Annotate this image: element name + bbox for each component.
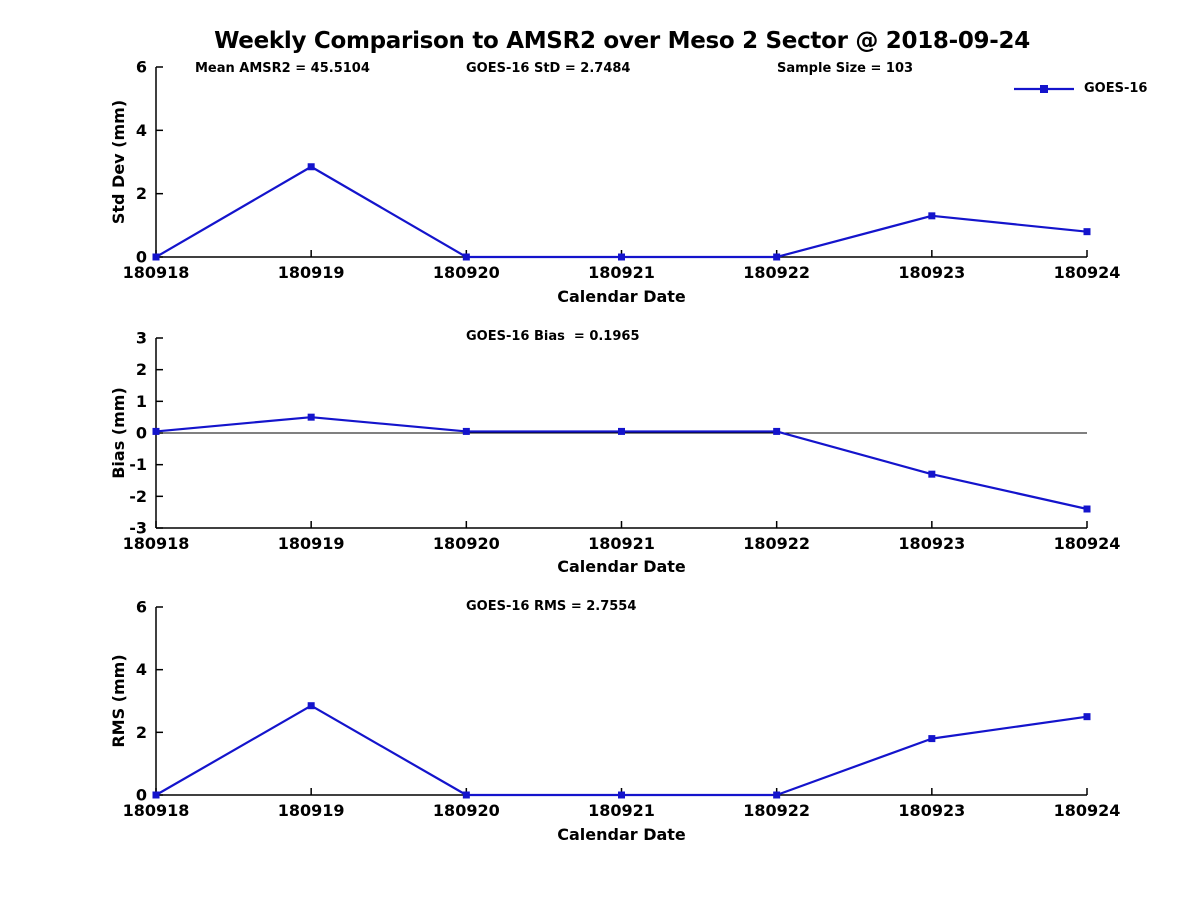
chart-title: Weekly Comparison to AMSR2 over Meso 2 S… <box>214 28 1030 54</box>
x-tick-label: 180918 <box>123 534 190 553</box>
data-point-marker <box>928 212 936 220</box>
y-tick-label: -3 <box>129 519 147 538</box>
data-point-marker <box>618 791 625 799</box>
data-line <box>155 704 1088 797</box>
x-tick-label: 180922 <box>743 263 810 282</box>
data-point-marker <box>1083 505 1091 513</box>
annotation-mean-amsr2: Mean AMSR2 = 45.5104 <box>195 61 370 76</box>
x-axis-label-stddev: Calendar Date <box>557 287 686 306</box>
x-tick-label: 180921 <box>588 534 655 553</box>
x-tick-label: 180919 <box>278 263 345 282</box>
y-tick-label: 2 <box>136 184 147 203</box>
x-tick-label: 180922 <box>743 801 810 820</box>
x-tick-label: 180921 <box>588 801 655 820</box>
y-tick-label: 0 <box>136 424 147 443</box>
y-tick-label: 2 <box>136 723 147 742</box>
data-point-marker <box>773 253 781 261</box>
annotation-goes16-bias: GOES-16 Bias = 0.1965 <box>466 329 640 344</box>
x-tick-label: 180920 <box>433 801 500 820</box>
x-tick-label: 180918 <box>123 801 190 820</box>
x-tick-label: 180918 <box>123 263 190 282</box>
data-point-marker <box>152 427 160 435</box>
data-point-marker <box>773 427 781 435</box>
x-tick-label: 180923 <box>898 263 965 282</box>
data-point-marker <box>462 791 470 799</box>
x-tick-label: 180922 <box>743 534 810 553</box>
x-tick-label: 180919 <box>278 534 345 553</box>
data-point-marker <box>462 253 470 261</box>
data-line <box>155 165 1088 259</box>
annotation-goes16-std: GOES-16 StD = 2.7484 <box>466 61 631 76</box>
data-point-marker <box>307 702 315 710</box>
x-axis-label-bias: Calendar Date <box>557 557 686 576</box>
y-tick-label: 0 <box>136 786 147 805</box>
data-point-marker <box>307 163 315 171</box>
legend-label: GOES-16 <box>1084 81 1148 96</box>
x-tick-label: 180924 <box>1054 534 1121 553</box>
x-tick-label: 180924 <box>1054 263 1121 282</box>
x-tick-label: 180923 <box>898 534 965 553</box>
data-point-marker <box>618 427 625 435</box>
data-point-marker <box>152 253 160 261</box>
y-tick-label: -2 <box>129 487 147 506</box>
x-tick-label: 180923 <box>898 801 965 820</box>
y-tick-label: 2 <box>136 360 147 379</box>
annotation-sample-size: Sample Size = 103 <box>777 61 914 76</box>
y-tick-label: 6 <box>136 58 147 77</box>
x-tick-label: 180919 <box>278 801 345 820</box>
legend: GOES-16 <box>1012 81 1147 96</box>
data-point-marker <box>152 791 160 799</box>
legend-line-icon <box>1014 84 1074 93</box>
y-tick-label: 4 <box>136 121 147 140</box>
data-point-marker <box>618 253 625 261</box>
y-tick-label: -1 <box>129 455 147 474</box>
data-point-marker <box>928 470 936 478</box>
y-axis-label-rms: RMS (mm) <box>109 654 128 748</box>
y-axis-label-bias: Bias (mm) <box>109 387 128 479</box>
x-tick-label: 180921 <box>588 263 655 282</box>
data-point-marker <box>1083 713 1091 721</box>
y-tick-label: 0 <box>136 248 147 267</box>
x-axis-label-rms: Calendar Date <box>557 825 686 844</box>
y-tick-label: 1 <box>136 392 147 411</box>
data-point-marker <box>307 413 315 421</box>
x-tick-label: 180920 <box>433 263 500 282</box>
data-point-marker <box>928 735 936 743</box>
x-tick-label: 180920 <box>433 534 500 553</box>
y-tick-label: 4 <box>136 660 147 679</box>
y-tick-label: 6 <box>136 598 147 617</box>
data-point-marker <box>1083 228 1091 236</box>
y-axis-label-stddev: Std Dev (mm) <box>109 99 128 225</box>
y-tick-label: 3 <box>136 329 147 348</box>
data-point-marker <box>773 791 781 799</box>
data-point-marker <box>462 427 470 435</box>
annotation-goes16-rms: GOES-16 RMS = 2.7554 <box>466 599 637 614</box>
x-tick-label: 180924 <box>1054 801 1121 820</box>
